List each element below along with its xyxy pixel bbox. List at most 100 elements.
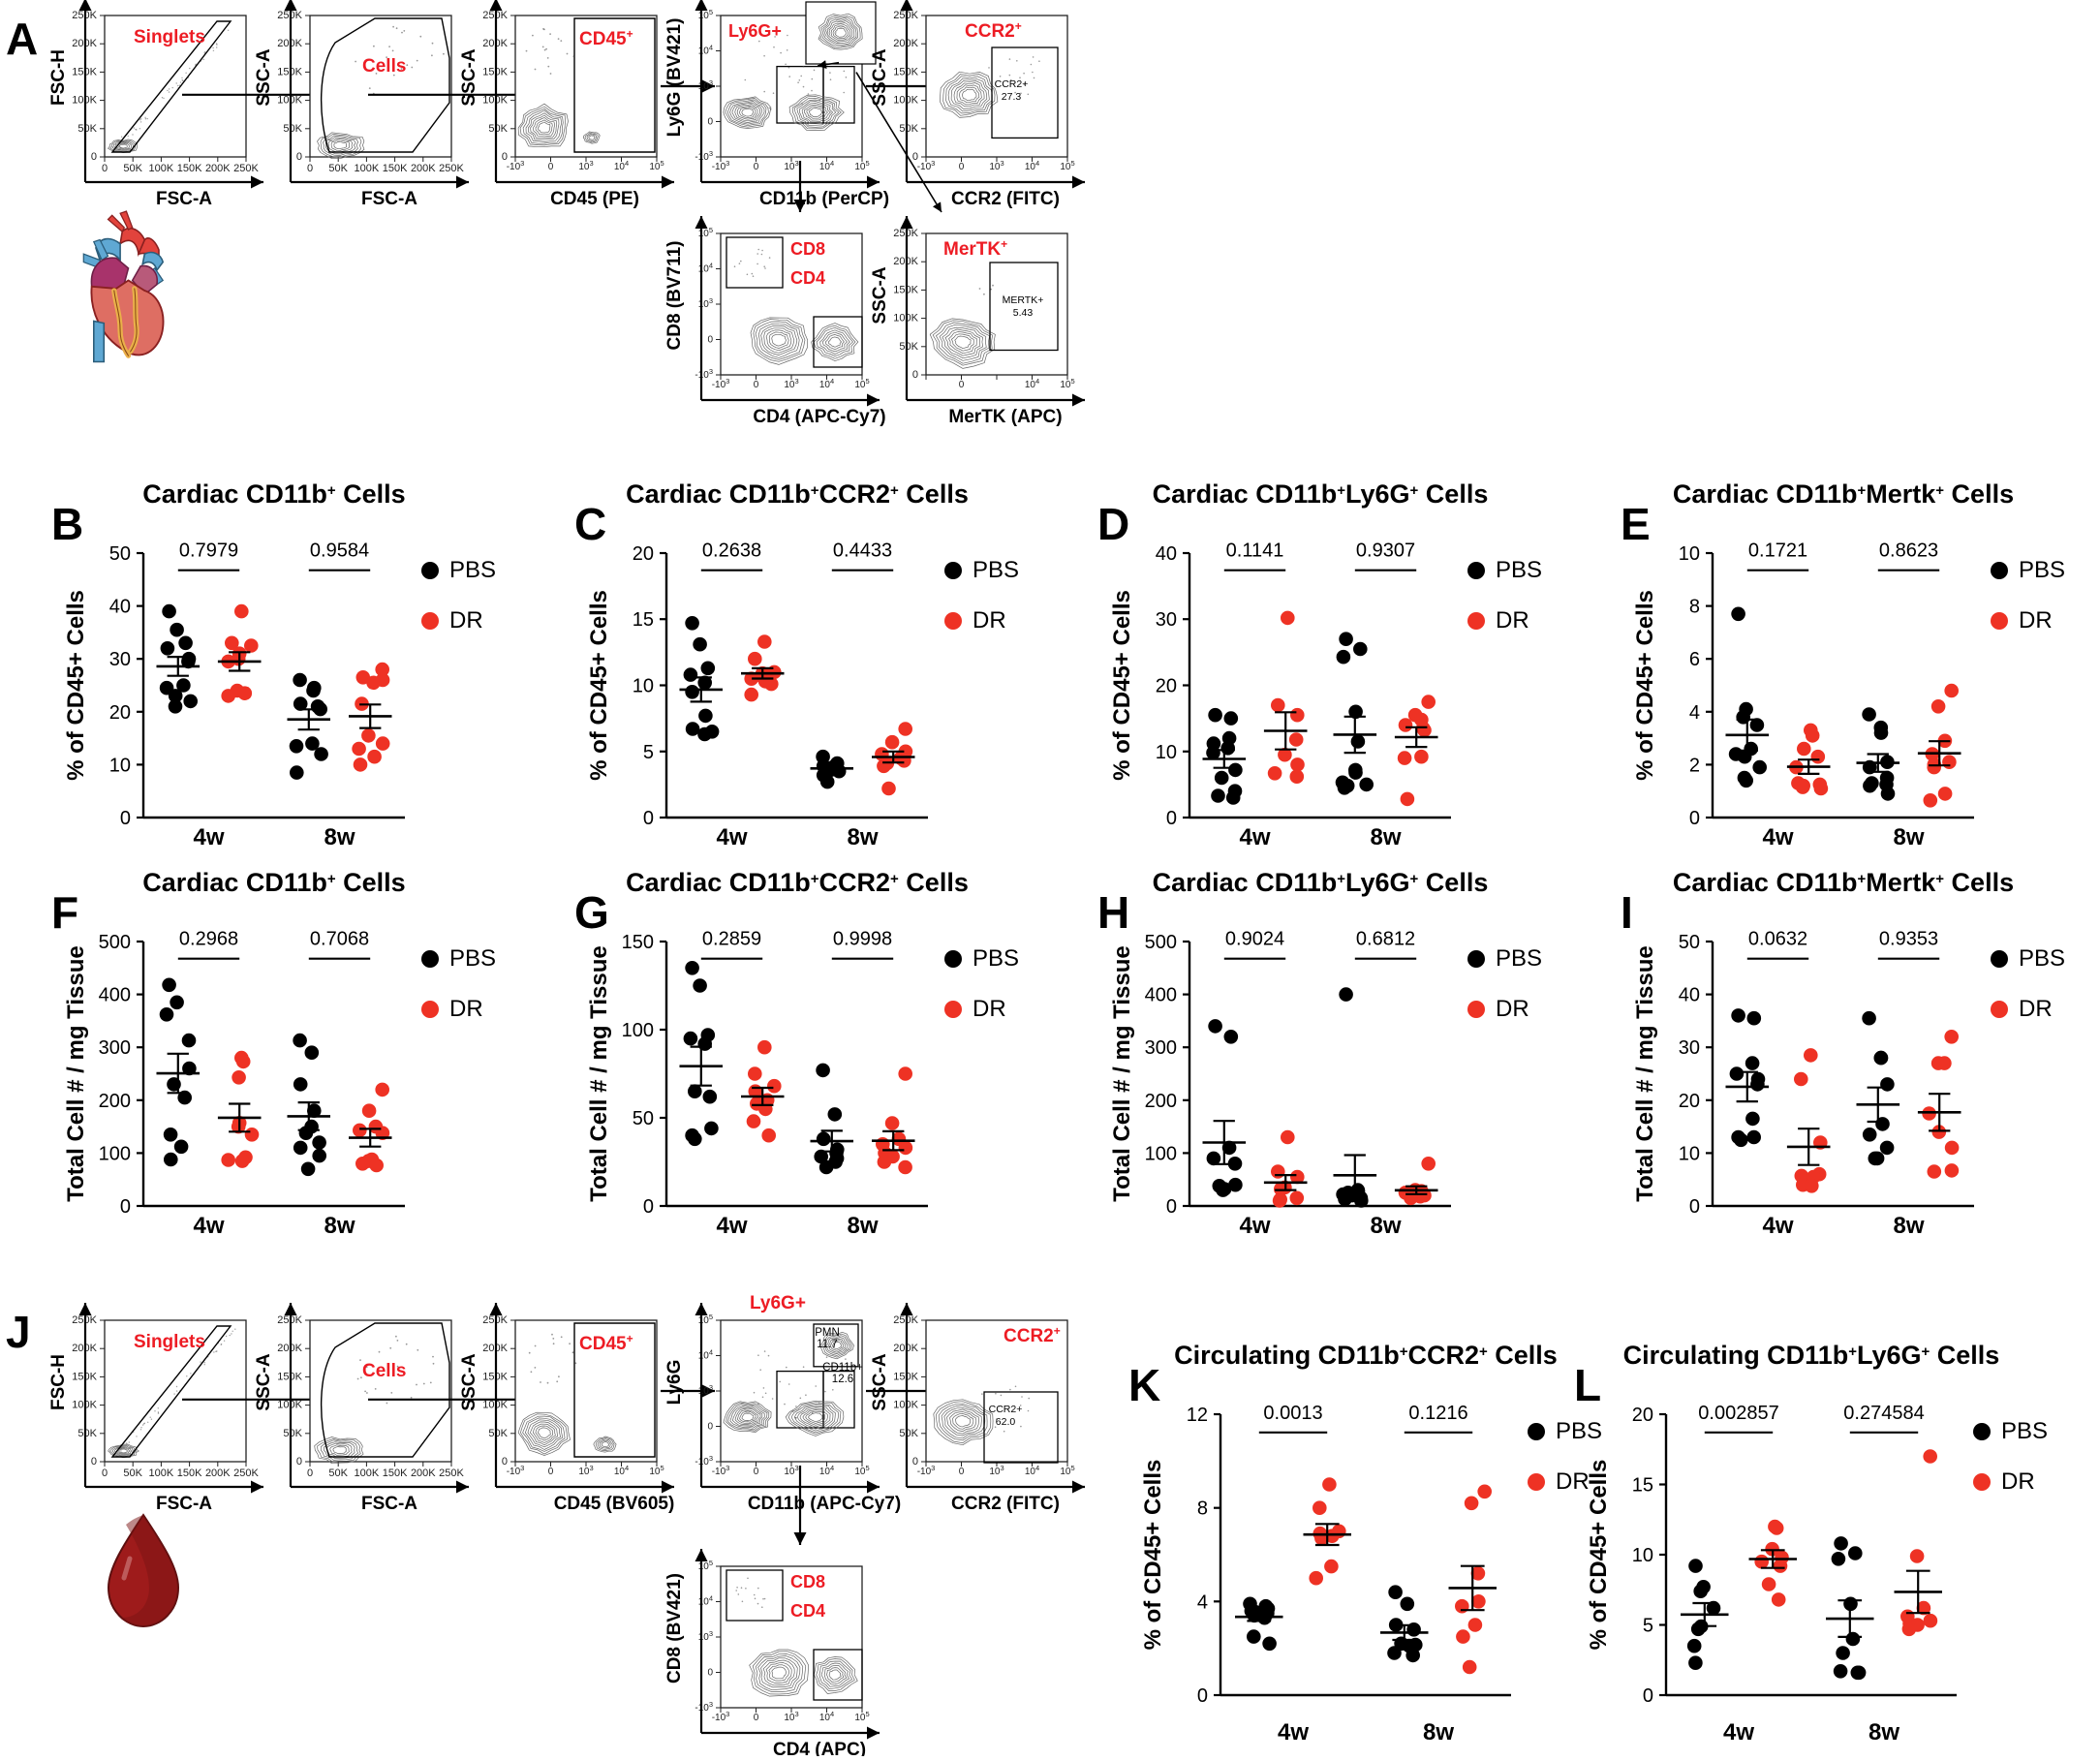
svg-text:10: 10 [109,755,131,776]
svg-text:Cells: Cells [362,56,406,77]
svg-text:0: 0 [91,151,97,163]
svg-text:0.002857: 0.002857 [1698,1403,1778,1424]
svg-text:SSC-A: SSC-A [870,1353,890,1410]
svg-text:CD4 (APC-Cy7): CD4 (APC-Cy7) [753,407,885,427]
svg-text:150K: 150K [383,163,408,174]
svg-text:200K: 200K [411,163,436,174]
svg-text:5.43: 5.43 [1013,307,1034,319]
svg-text:J: J [6,1307,31,1357]
svg-text:50K: 50K [899,1428,918,1439]
svg-text:C: C [574,499,606,549]
svg-text:8w: 8w [1423,1719,1454,1746]
svg-text:400: 400 [99,985,131,1006]
svg-text:SSC-A: SSC-A [459,48,479,106]
svg-text:D: D [1097,499,1129,549]
svg-text:300: 300 [1145,1037,1177,1059]
svg-text:100: 100 [99,1143,131,1164]
svg-text:0.274584: 0.274584 [1843,1403,1924,1424]
svg-text:DR: DR [2019,996,2053,1022]
svg-text:10: 10 [1679,1143,1700,1164]
svg-text:0: 0 [754,380,759,390]
svg-text:% of CD45+ Cells: % of CD45+ Cells [586,590,612,781]
svg-text:-103: -103 [695,1454,713,1468]
svg-text:PBS: PBS [2001,1418,2048,1444]
svg-text:CD8 (BV711): CD8 (BV711) [664,241,685,351]
svg-text:I: I [1621,887,1633,938]
svg-text:0.9307: 0.9307 [1356,541,1415,562]
svg-text:100K: 100K [149,163,174,174]
svg-text:0: 0 [102,163,108,174]
svg-text:FSC-H: FSC-H [48,1354,69,1410]
svg-text:200: 200 [1145,1091,1177,1112]
svg-text:0: 0 [707,335,713,346]
svg-text:8w: 8w [1893,824,1924,850]
svg-text:0: 0 [548,162,554,172]
svg-text:Ly6G: Ly6G [664,1360,685,1406]
svg-text:150: 150 [622,932,654,953]
svg-text:4w: 4w [193,824,224,850]
svg-text:30: 30 [109,649,131,670]
svg-text:0.1141: 0.1141 [1226,541,1284,562]
svg-text:0: 0 [912,369,918,381]
svg-text:DR: DR [1496,996,1529,1022]
svg-text:0.6812: 0.6812 [1356,929,1415,950]
svg-text:300: 300 [99,1037,131,1059]
svg-text:150K: 150K [383,1468,408,1479]
svg-text:0.2968: 0.2968 [179,929,238,950]
svg-text:Singlets: Singlets [134,1332,205,1352]
svg-text:B: B [51,499,83,549]
svg-text:100: 100 [1145,1143,1177,1164]
svg-text:FSC-H: FSC-H [48,49,69,106]
svg-text:30: 30 [1679,1037,1700,1059]
svg-text:8: 8 [1689,597,1700,618]
svg-text:0: 0 [754,162,759,172]
svg-text:0: 0 [296,151,302,163]
svg-text:20: 20 [1632,1405,1653,1426]
svg-text:PBS: PBS [1496,945,1542,972]
svg-text:8w: 8w [1370,1213,1401,1239]
svg-text:CD11b (APC-Cy7): CD11b (APC-Cy7) [748,1494,901,1514]
svg-text:20: 20 [1679,1091,1700,1112]
svg-text:-103: -103 [695,1700,713,1715]
svg-text:PBS: PBS [973,945,1019,972]
svg-text:8w: 8w [847,1213,878,1239]
svg-text:150K: 150K [177,1468,202,1479]
svg-text:0: 0 [754,1467,759,1477]
svg-text:0: 0 [707,117,713,128]
svg-text:Cardiac CD11b+Mertk+ Cells: Cardiac CD11b+Mertk+ Cells [1673,479,2014,509]
svg-text:FSC-A: FSC-A [156,189,212,209]
svg-text:5: 5 [1643,1616,1653,1637]
svg-text:CD8 (BV421): CD8 (BV421) [664,1573,685,1684]
svg-text:4w: 4w [1278,1719,1309,1746]
svg-text:DR: DR [449,607,483,633]
svg-text:DR: DR [2019,607,2053,633]
svg-text:0: 0 [707,1422,713,1433]
svg-text:DR: DR [973,607,1006,633]
svg-text:CD45 (PE): CD45 (PE) [550,189,639,209]
svg-text:Ly6G+: Ly6G+ [728,21,782,41]
svg-text:100: 100 [622,1020,654,1041]
svg-text:10: 10 [1632,1545,1653,1566]
svg-text:0.0013: 0.0013 [1263,1403,1322,1424]
svg-text:10: 10 [1156,742,1177,763]
svg-text:SSC-A: SSC-A [254,48,274,106]
svg-text:PBS: PBS [973,557,1019,583]
svg-text:0: 0 [1689,808,1700,829]
svg-text:PBS: PBS [449,945,496,972]
svg-text:0: 0 [548,1467,554,1477]
svg-text:50K: 50K [899,123,918,135]
svg-text:CCR2 (FITC): CCR2 (FITC) [951,189,1060,209]
svg-text:62.0: 62.0 [996,1416,1016,1428]
svg-text:50K: 50K [123,163,142,174]
svg-text:20: 20 [1156,676,1177,697]
svg-text:27.3: 27.3 [1002,91,1022,103]
svg-text:Singlets: Singlets [134,27,205,47]
svg-text:% of CD45+ Cells: % of CD45+ Cells [1632,590,1658,781]
svg-text:50K: 50K [899,341,918,353]
svg-text:Circulating CD11b+CCR2+ Cells: Circulating CD11b+CCR2+ Cells [1174,1341,1558,1370]
svg-text:4w: 4w [1762,824,1793,850]
svg-text:30: 30 [1156,609,1177,631]
svg-text:0: 0 [1643,1685,1653,1707]
svg-text:0: 0 [754,1713,759,1723]
svg-text:CD45+: CD45+ [579,27,633,49]
